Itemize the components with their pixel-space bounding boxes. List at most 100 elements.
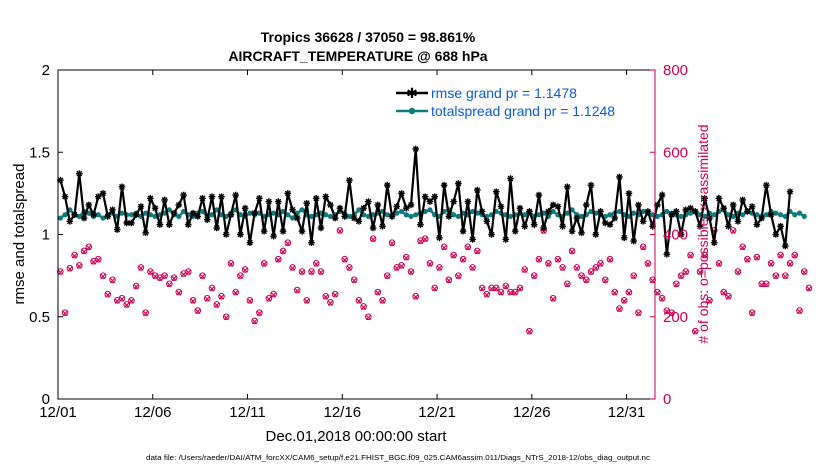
obs-assimilated-point [801, 269, 807, 275]
totalspread-point [270, 210, 277, 216]
obs-assimilated-point [379, 298, 386, 304]
obs-assimilated-point [725, 294, 732, 300]
obs-possible-point [639, 243, 647, 251]
rmse-point [393, 203, 401, 210]
obs-assimilated-point [488, 286, 495, 292]
obs-possible-point [431, 284, 438, 292]
obs-assimilated-point [124, 302, 130, 308]
obs-possible-point [369, 235, 377, 242]
rmse-point [535, 191, 543, 199]
obs-assimilated-point [294, 288, 300, 294]
x-tick-label: 12/16 [324, 404, 362, 421]
obs-assimilated-point [512, 290, 518, 296]
obs-assimilated-point [597, 261, 604, 267]
obs-assimilated-point [678, 273, 684, 280]
obs-assimilated-point [768, 261, 774, 267]
obs-possible-point [251, 317, 258, 325]
rmse-point [478, 208, 486, 215]
obs-possible-point [99, 272, 107, 279]
rmse-point [597, 208, 604, 215]
obs-possible-point [298, 268, 306, 275]
obs-assimilated-point [162, 273, 168, 280]
obs-possible-point [436, 264, 443, 271]
rmse-point [521, 222, 529, 230]
rmse-point [777, 222, 784, 230]
y-tick-label: 0 [42, 391, 50, 408]
obs-assimilated-point [545, 261, 551, 267]
y-axis-right-label: # of obs: o=possible; ×=assimilated [695, 124, 711, 343]
rmse-point [502, 236, 510, 243]
rmse-point [748, 203, 756, 210]
rmse-point [360, 204, 367, 212]
obs-possible-point [483, 290, 491, 298]
obs-assimilated-point [593, 265, 599, 271]
obs-assimilated-point [356, 298, 362, 304]
obs-possible-point [407, 268, 415, 275]
obs-assimilated-point [180, 271, 187, 277]
obs-assimilated-point [228, 261, 234, 267]
obs-possible-point [218, 292, 225, 300]
obs-assimilated-point [569, 249, 575, 255]
totalspread-point [323, 212, 329, 218]
rmse-point [668, 211, 675, 219]
obs-possible-point [227, 259, 235, 267]
obs-assimilated-point [119, 296, 125, 302]
obs-possible-point [241, 266, 249, 273]
obs-possible-point [748, 309, 756, 316]
obs-assimilated-point [683, 269, 689, 275]
rmse-point [388, 213, 396, 220]
rmse-point [620, 234, 628, 242]
obs-possible-point [620, 297, 628, 304]
obs-assimilated-point [578, 273, 585, 280]
rmse-point [677, 231, 685, 238]
rmse-point [142, 229, 149, 237]
obs-assimilated-point [668, 310, 675, 317]
totalspread-point [550, 208, 556, 215]
rmse-point [104, 213, 112, 220]
rmse-point [516, 204, 524, 212]
obs-assimilated-point [214, 302, 220, 308]
obs-possible-point [658, 294, 666, 302]
obs-assimilated-point [143, 310, 149, 317]
obs-assimilated-point [763, 282, 769, 288]
obs-assimilated-point [365, 314, 371, 321]
totalspread-point [289, 215, 296, 221]
rmse-point [431, 193, 438, 200]
obs-possible-point [189, 297, 197, 304]
obs-possible-point [691, 327, 699, 335]
rmse-point [720, 204, 728, 212]
rmse-point [350, 214, 358, 222]
obs-assimilated-point [607, 257, 613, 263]
obs-possible-point [265, 294, 273, 302]
obs-assimilated-point [403, 255, 409, 261]
rmse-point [137, 203, 145, 210]
obs-assimilated-point [735, 269, 741, 275]
rmse-point [772, 231, 780, 238]
obs-assimilated-point [787, 261, 793, 267]
obs-assimilated-point [536, 257, 542, 263]
obs-possible-point [317, 268, 325, 275]
rmse-point [625, 190, 633, 197]
rmse-point [213, 224, 221, 232]
obs-possible-point [516, 284, 524, 292]
rmse-point [606, 221, 614, 228]
obs-assimilated-point [252, 319, 258, 325]
obs-assimilated-point [398, 263, 405, 269]
totalspread-point [285, 212, 291, 218]
rmse-point [554, 203, 562, 210]
obs-possible-point [331, 290, 339, 298]
obs-possible-point [492, 284, 500, 292]
x-tick-label: 12/06 [134, 404, 172, 421]
obs-possible-point [592, 264, 600, 271]
rmse-point [587, 181, 595, 189]
obs-possible-point [161, 272, 168, 279]
obs-assimilated-point [555, 257, 561, 263]
obs-assimilated-point [479, 286, 485, 292]
totalspread-point [247, 210, 253, 216]
rmse-point [99, 190, 107, 197]
obs-possible-point [701, 251, 709, 259]
rmse-point [303, 199, 311, 207]
obs-assimilated-point [223, 314, 229, 321]
obs-possible-point [725, 292, 732, 300]
rmse-point [786, 188, 794, 196]
